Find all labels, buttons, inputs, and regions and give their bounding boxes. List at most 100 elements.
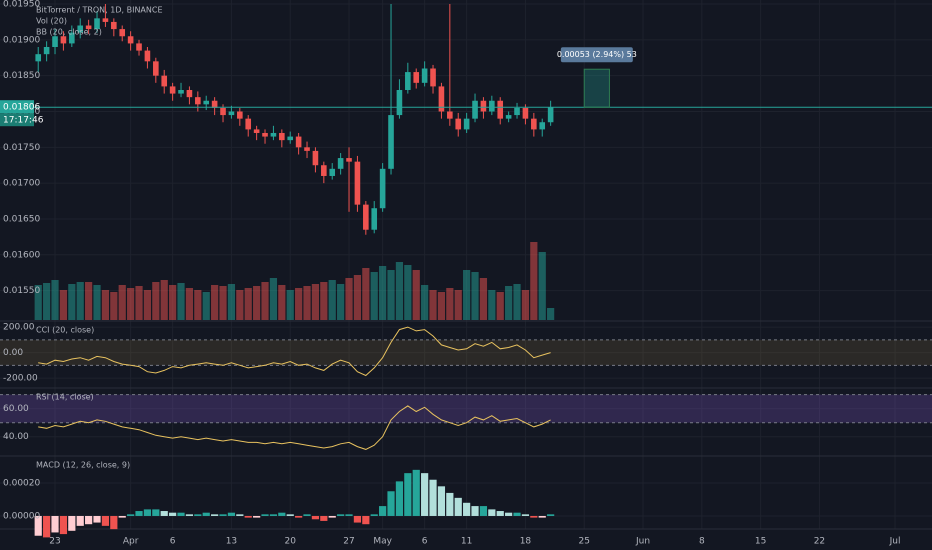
volume-bar — [177, 283, 185, 320]
candle-body — [321, 165, 327, 176]
volume-bar — [479, 278, 488, 320]
histogram-bar — [370, 514, 378, 516]
volume-bar — [437, 292, 446, 320]
volume-bar — [160, 280, 168, 320]
candle-body — [505, 115, 512, 119]
volume-bar — [227, 284, 236, 320]
volume-bar — [185, 288, 194, 320]
volume-bar — [244, 288, 252, 320]
y-tick-label: 0.01900 — [3, 35, 40, 45]
candle-body — [497, 100, 504, 119]
measure-range — [583, 68, 610, 108]
volume-bar — [463, 270, 471, 320]
volume-bar — [412, 270, 420, 320]
y-tick-label: 60.00 — [3, 404, 29, 414]
histogram-bar — [143, 509, 152, 516]
legend-entry: Vol (20) — [36, 17, 67, 26]
volume-bar — [135, 286, 143, 320]
candle-body — [228, 111, 235, 116]
x-tick-label: 23 — [49, 537, 60, 547]
histogram-bar — [337, 514, 345, 516]
histogram-bar — [488, 509, 496, 516]
histogram-bar — [194, 514, 202, 516]
candle-body — [472, 100, 478, 119]
histogram-bar — [505, 512, 513, 516]
volume-bar — [43, 283, 51, 320]
candle-body — [186, 89, 193, 98]
histogram-bar — [328, 515, 336, 518]
volume-bar — [370, 272, 378, 320]
x-tick-label: 27 — [343, 537, 354, 547]
volume-bar — [269, 278, 278, 320]
histogram-bar — [286, 514, 294, 516]
x-tick-label: Jul — [889, 537, 901, 547]
volume-bar — [51, 280, 59, 320]
candle-body — [35, 54, 42, 62]
indicator-line — [38, 326, 551, 377]
histogram-bar — [269, 514, 278, 516]
histogram-bar — [412, 469, 420, 516]
candle-body — [77, 25, 84, 33]
candle-body — [379, 168, 386, 209]
candle-body — [237, 111, 243, 119]
volume-bar — [76, 282, 84, 320]
volume-bar — [547, 308, 555, 320]
candle-body — [262, 132, 268, 137]
candle-body — [514, 107, 520, 116]
volume-bar — [152, 282, 160, 320]
histogram-bar — [454, 497, 462, 516]
candle-body — [85, 25, 92, 30]
candle-body — [52, 36, 58, 48]
price-tag-label: 0.01806 — [3, 103, 40, 113]
candle-body — [211, 100, 218, 108]
candle-body — [161, 75, 168, 87]
histogram-bar — [160, 511, 168, 516]
histogram-bar — [538, 515, 546, 518]
histogram-bar — [404, 473, 412, 516]
volume-bar — [118, 285, 126, 320]
volume-bar — [320, 282, 328, 320]
candle-body — [69, 32, 75, 44]
histogram-bar — [479, 506, 488, 516]
histogram-bar — [303, 514, 311, 516]
volume-bar — [328, 280, 336, 320]
histogram-bar — [43, 515, 51, 538]
candle-body — [304, 147, 310, 151]
volume-bar — [421, 285, 429, 320]
volume-bar — [513, 284, 521, 320]
histogram-bar — [496, 511, 504, 516]
candle-body — [245, 118, 252, 130]
candle-body — [531, 118, 537, 130]
legend-entry: BB (20, close, 2) — [36, 28, 102, 37]
candle-body — [522, 107, 529, 119]
candle-body — [253, 129, 260, 133]
histogram-bar — [295, 515, 303, 518]
volume-bar — [471, 272, 479, 320]
histogram-bar — [547, 514, 555, 516]
histogram-bar — [261, 514, 269, 516]
volume-bar — [454, 290, 462, 320]
countdown-label: 17:17:46 — [3, 116, 44, 126]
candle-body — [169, 86, 176, 94]
volume-bar — [219, 286, 227, 320]
x-tick-label: 20 — [284, 537, 296, 547]
volume-bar — [404, 265, 412, 320]
volume-bar — [379, 266, 387, 320]
candle-body — [295, 136, 302, 148]
histogram-bar — [59, 515, 68, 535]
candle-body — [329, 168, 336, 176]
histogram-bar — [437, 486, 446, 516]
volume-bar — [85, 282, 93, 320]
volume-bar — [530, 242, 538, 320]
candle-body — [489, 100, 495, 112]
volume-bar — [194, 290, 202, 320]
histogram-bar — [110, 515, 118, 530]
measure-label: 0.00053 (2.94%) 53 — [557, 50, 637, 59]
volume-bar — [261, 282, 269, 320]
x-tick-label: 8 — [699, 537, 705, 547]
y-tick-label: 0.01550 — [3, 286, 40, 296]
volume-bar — [236, 290, 244, 320]
candle-body — [405, 72, 411, 90]
chart-title: BitTorrent / TRON, 1D, BINANCE — [36, 6, 163, 15]
volume-bar — [353, 275, 362, 320]
